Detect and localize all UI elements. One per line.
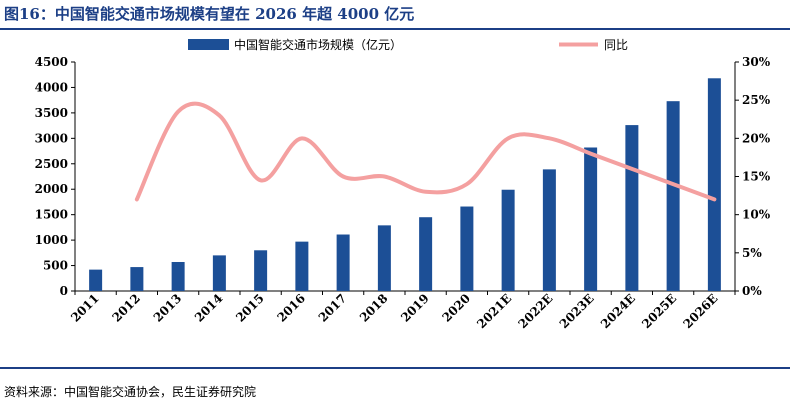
bar-2016 — [295, 241, 309, 291]
right-tick-label: 25% — [742, 93, 771, 107]
left-tick-label: 0 — [60, 284, 68, 298]
title-bar: 图16：中国智能交通市场规模有望在 2026 年超 4000 亿元 — [0, 0, 790, 30]
bar-2025E — [666, 101, 680, 291]
x-tick-label: 2023E — [557, 291, 597, 331]
bottom-rule — [0, 367, 790, 369]
right-tick-label: 5% — [742, 246, 762, 260]
left-tick-label: 3000 — [35, 131, 68, 145]
x-tick-label: 2011 — [68, 291, 102, 325]
bar-2017 — [336, 234, 350, 291]
bar-2024E — [625, 125, 639, 291]
left-tick-label: 2000 — [35, 182, 68, 196]
x-tick-label: 2014 — [192, 291, 226, 325]
x-tick-label: 2017 — [316, 291, 350, 325]
bar-2013 — [171, 261, 185, 291]
x-tick-label: 2016 — [274, 291, 308, 325]
yoy-growth-line — [134, 101, 717, 202]
chart-legend: 中国智能交通市场规模（亿元） 同比 — [188, 37, 628, 52]
chart-title: 图16：中国智能交通市场规模有望在 2026 年超 4000 亿元 — [4, 5, 415, 23]
right-tick-label: 20% — [742, 131, 771, 145]
x-tick-label: 2019 — [398, 291, 432, 325]
line-series — [134, 101, 717, 202]
chart-axes: 0 500 1000 1500 2000 2500 3000 3500 4000 4500 0% 5%… — [35, 55, 771, 331]
x-tick-label: 2012 — [109, 291, 143, 325]
x-tick-label: 2015 — [233, 291, 267, 325]
right-tick-label: 0% — [742, 284, 762, 298]
right-tick-label: 15% — [742, 170, 771, 184]
right-tick-label: 30% — [742, 55, 771, 69]
x-tick-label: 2024E — [598, 291, 638, 331]
left-tick-label: 4500 — [35, 55, 68, 69]
legend-bar-swatch — [188, 39, 229, 50]
left-tick-label: 3500 — [35, 106, 68, 120]
x-tick-label: 2013 — [151, 291, 185, 325]
x-tick-label: 2018 — [357, 291, 391, 325]
bar-2014 — [212, 255, 226, 291]
x-tick-label: 2025E — [639, 291, 679, 331]
bar-2011 — [89, 269, 103, 291]
right-tick-label: 10% — [742, 208, 771, 222]
bar-2023E — [584, 147, 598, 291]
bar-2019 — [419, 217, 433, 291]
top-rule — [0, 28, 790, 30]
bar-2018 — [377, 225, 391, 291]
source-note: 资料来源：中国智能交通协会，民生证券研究院 — [4, 385, 257, 399]
legend-bar-label: 中国智能交通市场规模（亿元） — [234, 37, 402, 52]
left-tick-label: 4000 — [35, 80, 68, 94]
bar-2021E — [501, 189, 515, 291]
x-tick-label: 2020 — [439, 291, 473, 325]
bar-2020 — [460, 206, 474, 291]
bar-series — [89, 78, 721, 291]
left-tick-label: 1500 — [35, 208, 68, 222]
bar-2012 — [130, 267, 144, 291]
market-size-chart: 0 500 1000 1500 2000 2500 3000 3500 4000 4500 0% 5%… — [35, 37, 771, 331]
x-tick-label: 2022E — [516, 291, 556, 331]
left-tick-label: 1000 — [35, 233, 68, 247]
left-tick-label: 500 — [43, 259, 68, 273]
bar-2026E — [707, 78, 721, 291]
x-tick-label: 2021E — [474, 291, 514, 331]
bar-2015 — [254, 250, 268, 291]
x-tick-label: 2026E — [681, 291, 721, 331]
legend-line-label: 同比 — [604, 38, 628, 52]
bar-2022E — [542, 169, 556, 291]
left-tick-label: 2500 — [35, 157, 68, 171]
